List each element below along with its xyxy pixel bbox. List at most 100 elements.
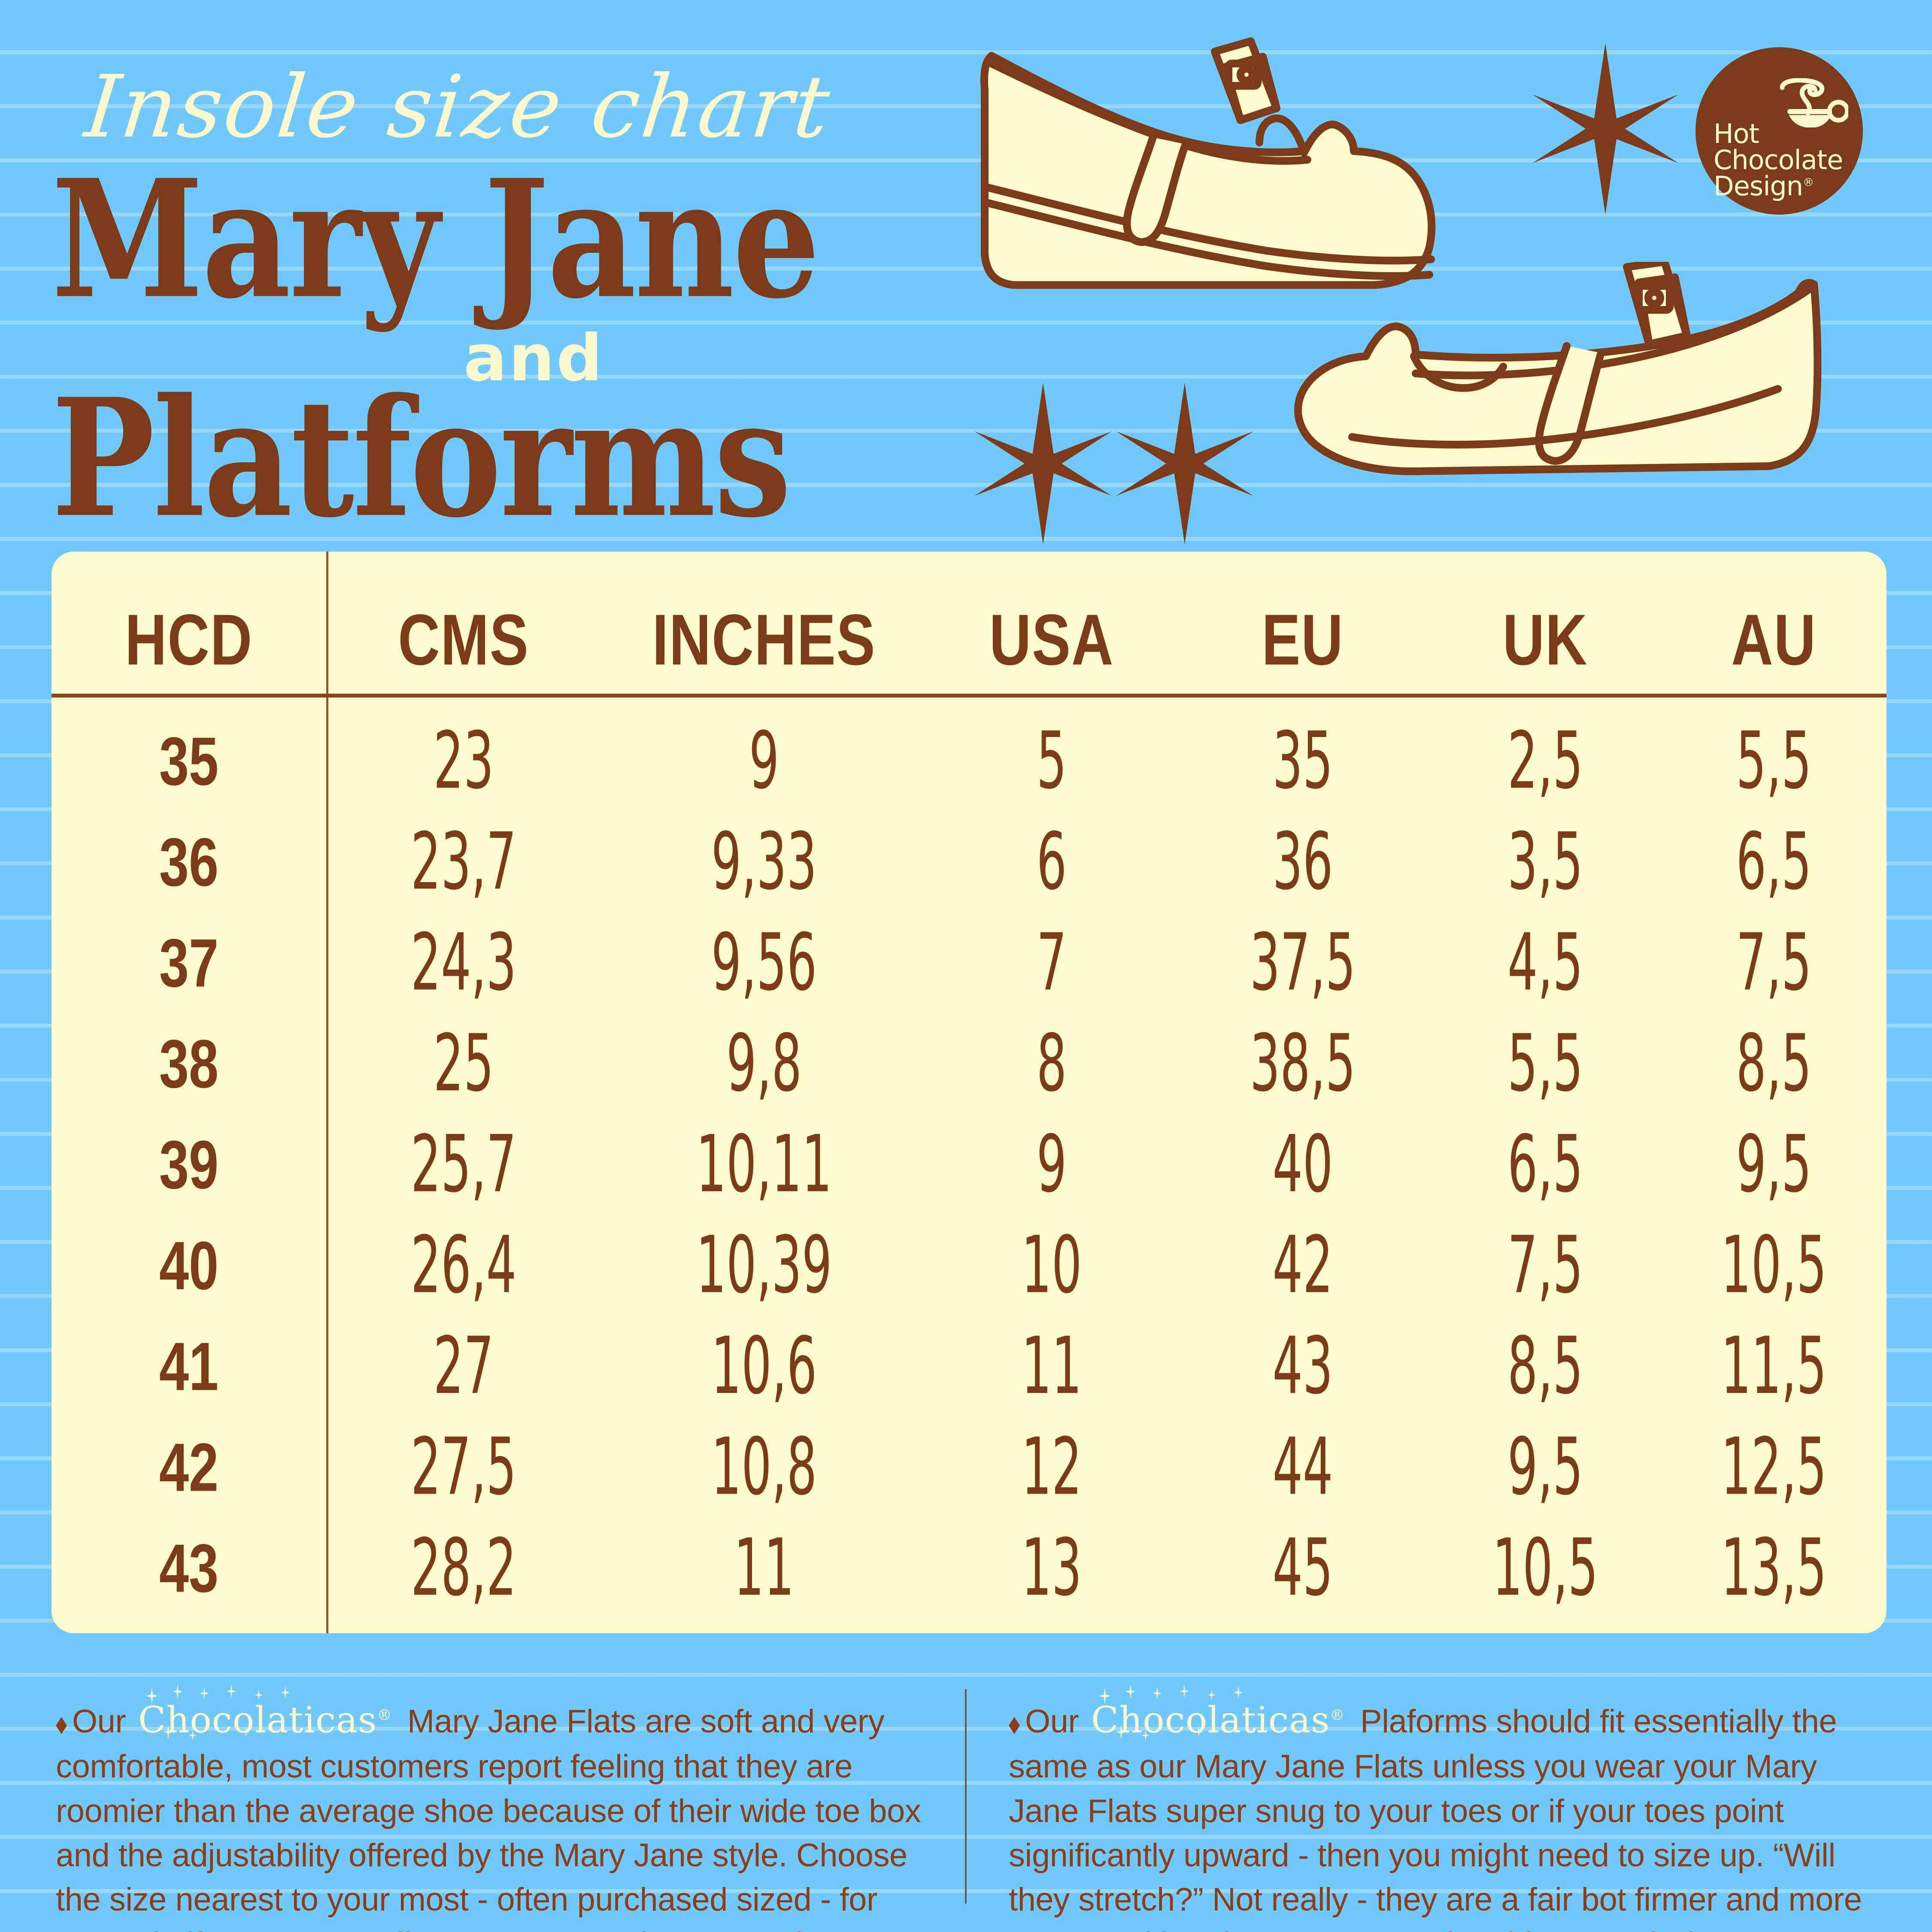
cell-hcd: 41 (159, 1328, 219, 1405)
hcd-column-divider (326, 552, 328, 1633)
footer-right-intro: Our (1025, 1703, 1079, 1740)
cell-eu: 36 (1272, 816, 1333, 908)
cell-au: 13,5 (1721, 1522, 1827, 1614)
cell-eu: 45 (1272, 1522, 1333, 1614)
cell-uk: 9,5 (1507, 1421, 1583, 1513)
chocolaticas-wordmark: Chocolaticas® (1088, 1684, 1360, 1741)
table-row: 36 23,7 9,33 6 36 3,5 6,5 (52, 816, 1887, 907)
table-row: 37 24,3 9,56 7 37,5 4,5 7,5 (52, 917, 1887, 1008)
registered-mark: ® (1330, 1707, 1345, 1724)
table-row: 43 28,2 11 13 45 10,5 13,5 (52, 1523, 1887, 1614)
mary-jane-platform-shoe-illustration (980, 37, 1436, 289)
chocolaticas-wordmark: Chocolaticas® (135, 1684, 407, 1741)
cell-eu: 43 (1272, 1320, 1333, 1412)
footer-left-body: Mary Jane Flats are soft and very comfor… (56, 1703, 937, 1932)
column-header-hcd: HCD (125, 599, 253, 680)
cell-cms: 27 (433, 1320, 494, 1412)
column-header-inches: INCHES (652, 599, 876, 680)
cell-hcd: 37 (159, 924, 219, 1001)
cell-usa: 11 (1021, 1320, 1082, 1412)
cell-inches: 9 (749, 715, 779, 807)
cell-usa: 6 (1036, 816, 1067, 908)
cell-au: 9,5 (1736, 1119, 1812, 1210)
cell-usa: 12 (1021, 1421, 1082, 1513)
logo-line-2: Chocolate (1714, 144, 1843, 176)
cell-uk: 8,5 (1507, 1320, 1583, 1412)
mary-jane-flat-shoe-illustration (1294, 262, 1822, 475)
column-header-usa: USA (989, 599, 1114, 680)
cell-au: 5,5 (1736, 715, 1812, 807)
cell-cms: 24,3 (410, 917, 517, 1009)
table-row: 38 25 9,8 8 38,5 5,5 8,5 (52, 1018, 1887, 1109)
cell-cms: 28,2 (410, 1522, 517, 1614)
cell-cms: 23,7 (410, 816, 517, 908)
six-point-star-icon (974, 382, 1112, 545)
cell-hcd: 43 (159, 1529, 219, 1607)
diamond-bullet-icon (56, 1717, 67, 1734)
cell-cms: 27,5 (410, 1421, 517, 1513)
cell-uk: 2,5 (1507, 715, 1583, 807)
table-row: 42 27,5 10,8 12 44 9,5 12,5 (52, 1422, 1887, 1513)
size-conversion-table: HCD CMS INCHES USA EU UK AU 35 23 9 5 35… (52, 552, 1887, 1633)
cell-hcd: 39 (159, 1126, 219, 1203)
chocolaticas-label: Chocolaticas (138, 1699, 377, 1741)
table-row: 40 26,4 10,39 10 42 7,5 10,5 (52, 1220, 1887, 1311)
cell-eu: 35 (1272, 715, 1333, 807)
cell-uk: 3,5 (1507, 816, 1583, 908)
footer-right-body: Plaforms should fit essentially the same… (1009, 1703, 1871, 1932)
chocolate-cup-icon (1780, 78, 1848, 127)
cell-hcd: 38 (159, 1025, 219, 1102)
header-section: Insole size chart Mary Jane and Platform… (0, 0, 1932, 552)
cell-eu: 37,5 (1250, 917, 1356, 1009)
cell-uk: 5,5 (1507, 1018, 1583, 1110)
table-header-rule (52, 694, 1887, 698)
footer-column-divider (965, 1689, 967, 1904)
cell-inches: 11 (734, 1522, 795, 1614)
cell-au: 12,5 (1721, 1421, 1827, 1513)
six-point-star-icon (1116, 382, 1253, 545)
cell-inches: 10,11 (696, 1119, 832, 1210)
footer-note-mary-jane-flats: Our Chocolaticas® Mary Jane Flats are so… (56, 1684, 940, 1932)
table-header-row: HCD CMS INCHES USA EU UK AU (52, 599, 1887, 680)
cell-au: 11,5 (1721, 1320, 1827, 1412)
cell-uk: 7,5 (1507, 1219, 1583, 1311)
registered-mark: ® (1803, 176, 1814, 189)
table-row: 35 23 9 5 35 2,5 5,5 (52, 716, 1887, 807)
cell-usa: 9 (1036, 1119, 1067, 1210)
cell-cms: 23 (433, 715, 494, 807)
cell-hcd: 36 (159, 823, 219, 901)
cell-inches: 9,33 (711, 816, 817, 908)
logo-line-3: Design® (1714, 170, 1814, 202)
chocolaticas-label: Chocolaticas (1091, 1699, 1330, 1741)
cell-usa: 13 (1021, 1522, 1082, 1614)
cell-hcd: 42 (159, 1429, 219, 1506)
cell-au: 10,5 (1721, 1219, 1827, 1311)
table-row: 39 25,7 10,11 9 40 6,5 9,5 (52, 1119, 1887, 1210)
column-header-cms: CMS (398, 599, 529, 680)
page-title-line2: Platforms (52, 363, 792, 554)
cell-inches: 10,8 (711, 1421, 817, 1513)
cell-uk: 6,5 (1507, 1119, 1583, 1210)
logo-line-1: Hot (1714, 118, 1759, 149)
logo-wordmark: Hot Chocolate Design® (1714, 121, 1843, 199)
cell-usa: 8 (1036, 1018, 1067, 1110)
cell-eu: 40 (1272, 1119, 1333, 1210)
cell-cms: 25 (433, 1018, 494, 1110)
cell-au: 8,5 (1736, 1018, 1812, 1110)
column-header-eu: EU (1262, 599, 1344, 680)
cell-inches: 9,8 (726, 1018, 802, 1110)
cell-inches: 10,39 (696, 1219, 832, 1311)
page-title-connector: and (464, 321, 604, 396)
cell-inches: 9,56 (711, 917, 817, 1009)
cell-uk: 4,5 (1507, 917, 1583, 1009)
table-row: 41 27 10,6 11 43 8,5 11,5 (52, 1321, 1887, 1412)
column-header-au: AU (1731, 599, 1817, 680)
footer-left-intro: Our (72, 1703, 126, 1740)
cell-au: 6,5 (1736, 816, 1812, 908)
cell-usa: 10 (1021, 1219, 1082, 1311)
six-point-star-icon (1532, 43, 1678, 215)
cell-hcd: 40 (159, 1227, 219, 1304)
cell-au: 7,5 (1736, 917, 1812, 1009)
hot-chocolate-design-logo: Hot Chocolate Design® (1695, 47, 1863, 215)
cell-cms: 26,4 (410, 1219, 517, 1311)
